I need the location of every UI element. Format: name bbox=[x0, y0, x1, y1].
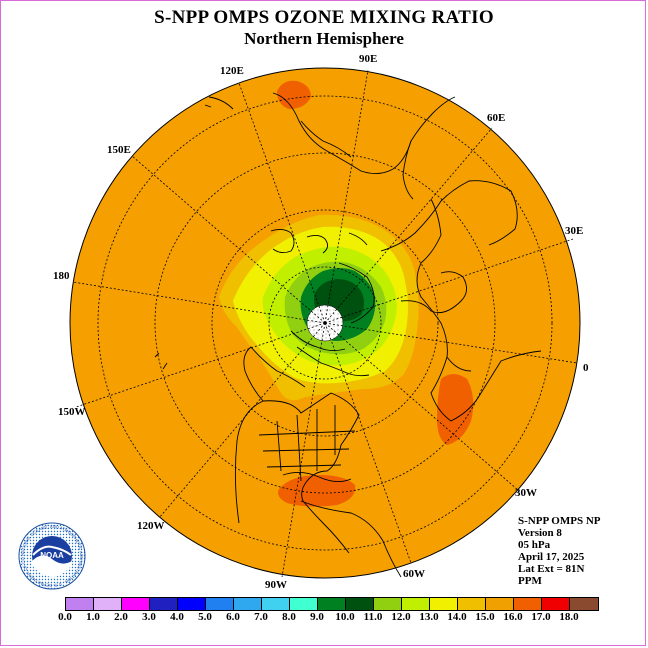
colorbar-label: 15.0 bbox=[475, 611, 495, 623]
colorbar-label: 4.0 bbox=[170, 611, 184, 623]
lon-label-90e: 90E bbox=[359, 53, 377, 65]
high-ozone-patch-east bbox=[437, 374, 474, 445]
colorbar-label: 14.0 bbox=[447, 611, 467, 623]
colorbar-label: 6.0 bbox=[226, 611, 240, 623]
lon-label-30w: 30W bbox=[515, 487, 537, 499]
lon-label-150w: 150W bbox=[58, 406, 86, 418]
colorbar-label: 18.0 bbox=[559, 611, 579, 623]
lon-label-60e: 60E bbox=[487, 112, 505, 124]
high-ozone-patch-south bbox=[278, 475, 356, 507]
lon-label-120e: 120E bbox=[220, 65, 244, 77]
lon-label-180: 180 bbox=[53, 270, 70, 282]
colorbar-cell bbox=[486, 598, 514, 610]
info-date: April 17, 2025 bbox=[518, 551, 585, 563]
info-lat-ext: Lat Ext = 81N bbox=[518, 563, 585, 575]
colorbar-cell bbox=[458, 598, 486, 610]
colorbar-cell bbox=[66, 598, 94, 610]
longitude-labels: 90E 60E 30E 0 30W 60W 90W 120W 150W 180 … bbox=[53, 53, 589, 591]
lon-label-120w: 120W bbox=[137, 520, 165, 532]
info-block: S-NPP OMPS NP Version 8 05 hPa April 17,… bbox=[518, 515, 601, 587]
colorbar-label: 13.0 bbox=[419, 611, 439, 623]
info-level: 05 hPa bbox=[518, 539, 551, 551]
colorbar-cell bbox=[542, 598, 570, 610]
colorbar-cell bbox=[234, 598, 262, 610]
colorbar-cell bbox=[150, 598, 178, 610]
latitude-grid bbox=[97, 95, 553, 551]
colorbar-label: 8.0 bbox=[282, 611, 296, 623]
colorbar-cell bbox=[402, 598, 430, 610]
lon-label-90w: 90W bbox=[265, 579, 287, 591]
colorbar-label: 17.0 bbox=[531, 611, 551, 623]
lon-label-150e: 150E bbox=[107, 144, 131, 156]
colorbar-label: 2.0 bbox=[114, 611, 128, 623]
lon-label-60w: 60W bbox=[403, 568, 425, 580]
lon-label-30e: 30E bbox=[565, 225, 583, 237]
logo-noaa-text: NOAA bbox=[40, 551, 64, 560]
colorbar-cell bbox=[262, 598, 290, 610]
colorbar-label: 3.0 bbox=[142, 611, 156, 623]
colorbar-cell bbox=[318, 598, 346, 610]
high-ozone-patch-north bbox=[277, 80, 311, 109]
colorbar-label: 5.0 bbox=[198, 611, 212, 623]
colorbar-label: 0.0 bbox=[58, 611, 72, 623]
colorbar bbox=[65, 597, 599, 611]
colorbar-label: 16.0 bbox=[503, 611, 523, 623]
colorbar-label: 7.0 bbox=[254, 611, 268, 623]
colorbar-cell bbox=[122, 598, 150, 610]
info-version: Version 8 bbox=[518, 527, 562, 539]
colorbar-cell bbox=[346, 598, 374, 610]
map-subtitle: Northern Hemisphere bbox=[244, 29, 404, 48]
colorbar-cell bbox=[430, 598, 458, 610]
colorbar-cell bbox=[290, 598, 318, 610]
noaa-logo: NATIONAL OCEANIC AND ATMOSPHERIC ADMINIS… bbox=[17, 521, 86, 590]
colorbar-cell bbox=[206, 598, 234, 610]
colorbar-label: 9.0 bbox=[310, 611, 324, 623]
colorbar-label: 1.0 bbox=[86, 611, 100, 623]
colorbar-cell bbox=[94, 598, 122, 610]
coastlines bbox=[154, 92, 542, 578]
colorbar-label: 10.0 bbox=[335, 611, 355, 623]
map-title: S-NPP OMPS OZONE MIXING RATIO bbox=[154, 7, 494, 28]
info-units: PPM bbox=[518, 575, 542, 587]
colorbar-cell bbox=[374, 598, 402, 610]
colorbar-cell bbox=[514, 598, 542, 610]
lon-label-0: 0 bbox=[583, 362, 589, 374]
colorbar-label: 12.0 bbox=[391, 611, 411, 623]
info-instrument: S-NPP OMPS NP bbox=[518, 515, 601, 527]
colorbar-labels: 0.0 1.0 2.0 3.0 4.0 5.0 6.0 7.0 8.0 9.0 10.0 11.0 12… bbox=[51, 611, 611, 625]
colorbar-label: 11.0 bbox=[363, 611, 383, 623]
colorbar-cell bbox=[178, 598, 206, 610]
colorbar-cell bbox=[570, 598, 598, 610]
